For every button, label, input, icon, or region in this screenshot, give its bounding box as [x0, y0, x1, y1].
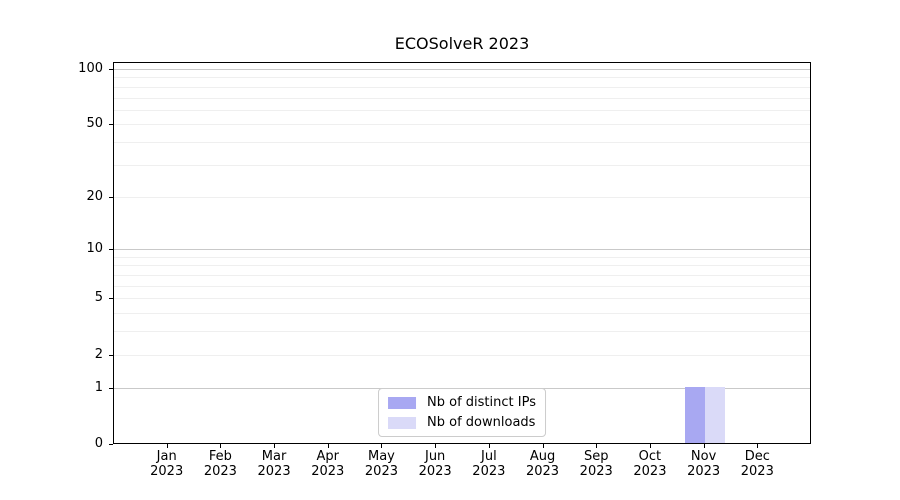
- gridline-minor: [114, 256, 810, 258]
- gridline-minor: [114, 77, 810, 79]
- x-axis-tick: [542, 444, 544, 448]
- x-axis-tick-label: Jul 2023: [472, 449, 506, 479]
- y-axis-tick-label: 1: [94, 379, 103, 395]
- chart-title: ECOSolveR 2023: [394, 34, 530, 53]
- y-axis-tick-label: 5: [94, 290, 103, 306]
- x-axis-tick: [381, 444, 383, 448]
- x-axis-tick-label: Oct 2023: [633, 449, 667, 479]
- gridline-minor: [114, 164, 810, 166]
- x-axis-tick-label: Sep 2023: [579, 449, 613, 479]
- y-axis-tick-label: 10: [86, 241, 103, 257]
- gridline-minor: [114, 298, 810, 300]
- gridline-minor: [114, 313, 810, 315]
- legend-item-downloads: Nb of downloads: [388, 415, 536, 430]
- x-axis-tick-label: Apr 2023: [311, 449, 345, 479]
- x-axis-tick: [327, 444, 329, 448]
- y-axis-tick: [109, 124, 113, 126]
- legend-swatch-downloads: [388, 416, 417, 429]
- x-axis-tick: [166, 444, 168, 448]
- legend-item-distinct-ips: Nb of distinct IPs: [388, 395, 536, 410]
- gridline-minor: [114, 142, 810, 144]
- x-axis-tick: [488, 444, 490, 448]
- legend-swatch-distinct-ips: [388, 396, 417, 409]
- x-axis-tick: [703, 444, 705, 448]
- bar-nb-of-distinct-ips: [684, 386, 705, 443]
- x-axis-tick-label: May 2023: [364, 449, 398, 479]
- gridline-minor: [114, 275, 810, 276]
- gridline-minor: [114, 354, 810, 356]
- x-axis-tick: [220, 444, 222, 448]
- gridline-minor: [114, 97, 810, 99]
- gridline-minor: [114, 124, 810, 126]
- x-axis-tick-label: Aug 2023: [525, 449, 560, 479]
- y-axis-tick: [109, 249, 113, 251]
- y-axis-tick-label: 0: [94, 436, 103, 451]
- y-axis-tick-label: 20: [86, 188, 103, 204]
- legend-label-distinct-ips: Nb of distinct IPs: [427, 395, 536, 410]
- y-axis-tick: [109, 298, 113, 300]
- gridline-minor: [114, 285, 810, 287]
- x-axis-tick-label: Jan 2023: [150, 449, 184, 479]
- y-axis-tick-label: 2: [94, 346, 103, 362]
- y-axis-tick-label: 100: [78, 60, 103, 76]
- y-axis-tick-label: 50: [86, 116, 103, 132]
- x-axis-tick-label: Feb 2023: [203, 449, 237, 479]
- x-axis-tick-label: Dec 2023: [740, 449, 774, 479]
- y-axis-tick: [109, 387, 113, 389]
- x-axis-tick-label: Nov 2023: [687, 449, 721, 479]
- bar-nb-of-downloads: [704, 386, 725, 443]
- legend: Nb of distinct IPs Nb of downloads: [378, 388, 546, 437]
- gridline-minor: [114, 109, 810, 111]
- x-axis-tick: [649, 444, 651, 448]
- gridline-minor: [114, 196, 810, 198]
- gridline-major: [114, 68, 810, 70]
- y-axis-tick: [109, 196, 113, 198]
- x-axis-tick: [274, 444, 276, 448]
- x-axis-tick: [596, 444, 598, 448]
- x-axis-tick-label: Mar 2023: [257, 449, 291, 479]
- x-axis-tick: [757, 444, 759, 448]
- gridline-minor: [114, 265, 810, 267]
- y-axis-tick: [109, 354, 113, 356]
- x-axis-tick: [435, 444, 437, 448]
- gridline-minor: [114, 331, 810, 333]
- x-axis-tick-label: Jun 2023: [418, 449, 452, 479]
- legend-label-downloads: Nb of downloads: [427, 415, 536, 430]
- y-axis-tick: [109, 444, 113, 445]
- y-axis-tick: [109, 68, 113, 70]
- plot-area: Nb of distinct IPs Nb of downloads: [113, 62, 811, 444]
- gridline-major: [114, 249, 810, 251]
- gridline-minor: [114, 86, 810, 88]
